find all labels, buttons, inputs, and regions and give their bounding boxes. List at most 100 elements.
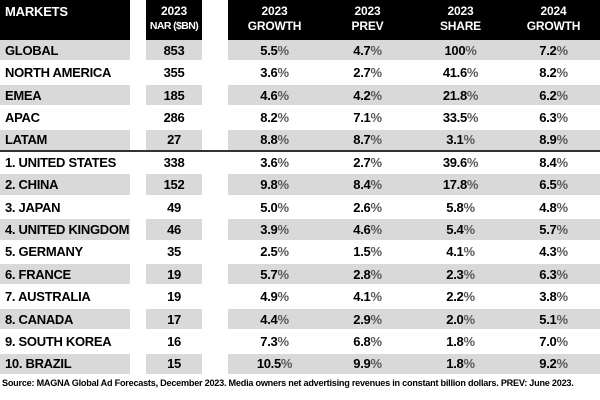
percent-sign: % <box>370 154 382 170</box>
cell-growth-2023: 2.5% <box>260 244 289 260</box>
cell-growth-2023: 7.3% <box>260 333 289 349</box>
cell-share-2023: 39.6% <box>442 154 479 170</box>
cell-share-2023: 21.8% <box>442 87 479 103</box>
cell-market: 7. AUSTRALIA <box>0 286 130 307</box>
table-header-row: MARKETS 2023 NAR ($BN) 2023 GROWTH 2023 … <box>0 0 600 40</box>
table-row: GLOBAL 853 5.5% 4.7% 100% 7.2% <box>0 40 600 63</box>
percent-sign: % <box>556 333 568 349</box>
cell-market: 3. JAPAN <box>0 196 130 218</box>
percent-sign: % <box>277 244 289 260</box>
cell-growth-2023: 4.4% <box>260 311 289 327</box>
column-gap <box>202 196 228 218</box>
table-row: 5. GERMANY 35 2.5% 1.5% 4.1% 4.3% <box>0 241 600 265</box>
cell-prev-2023: 2.7% <box>353 65 382 81</box>
percent-sign: % <box>370 132 382 148</box>
percent-sign: % <box>463 356 475 372</box>
cell-growth-2023: 8.8% <box>260 132 289 148</box>
cell-prev-2023: 4.6% <box>353 221 382 237</box>
cell-growth-2024: 4.8% <box>539 199 568 215</box>
table-row: 8. CANADA 17 4.4% 2.9% 2.0% 5.1% <box>0 308 600 332</box>
column-gap <box>202 286 228 307</box>
cell-market: EMEA <box>0 84 130 106</box>
percent-sign: % <box>370 221 382 237</box>
percent-sign: % <box>466 87 479 103</box>
cell-growth-2024: 8.2% <box>539 65 568 81</box>
percent-sign: % <box>370 199 382 215</box>
column-header-label: NAR ($BN) <box>149 20 199 32</box>
cell-growth-2024: 4.3% <box>539 244 568 260</box>
cell-nar: 16 <box>146 331 202 352</box>
percent-sign: % <box>463 199 475 215</box>
percent-sign: % <box>466 154 479 170</box>
percent-sign: % <box>280 356 293 372</box>
column-header-label: 2024 <box>540 4 567 18</box>
cell-share-2023: 2.2% <box>446 289 475 305</box>
table-row: EMEA 185 4.6% 4.2% 21.8% 6.2% <box>0 84 600 108</box>
table-row: 9. SOUTH KOREA 16 7.3% 6.8% 1.8% 7.0% <box>0 331 600 354</box>
cell-nar: 49 <box>146 196 202 218</box>
percent-sign: % <box>463 221 475 237</box>
column-gap <box>130 40 146 61</box>
cell-share-2023: 33.5% <box>442 109 479 125</box>
cell-market: 5. GERMANY <box>0 241 130 263</box>
table-row: APAC 286 8.2% 7.1% 33.5% 6.3% <box>0 107 600 130</box>
metrics-group: 5.5% 4.7% 100% 7.2% <box>228 40 600 61</box>
percent-sign: % <box>277 42 289 58</box>
column-header-label: GROWTH <box>247 19 302 33</box>
cell-nar: 152 <box>146 174 202 195</box>
cell-growth-2023: 9.8% <box>260 177 289 193</box>
table-row: 2. CHINA 152 9.8% 8.4% 17.8% 6.5% <box>0 174 600 197</box>
cell-share-2023: 5.8% <box>446 199 475 215</box>
percent-sign: % <box>556 199 568 215</box>
column-header-label: PREV <box>351 19 384 33</box>
cell-market: 6. FRANCE <box>0 264 130 285</box>
cell-growth-2024: 5.1% <box>539 311 568 327</box>
cell-prev-2023: 2.9% <box>353 311 382 327</box>
percent-sign: % <box>277 221 289 237</box>
column-gap <box>130 353 146 375</box>
percent-sign: % <box>556 42 568 58</box>
column-header-label: 2023 <box>161 4 187 18</box>
cell-prev-2023: 4.7% <box>353 42 382 58</box>
cell-prev-2023: 2.6% <box>353 199 382 215</box>
cell-growth-2023: 5.5% <box>260 42 289 58</box>
cell-market: 4. UNITED KINGDOM <box>0 219 130 240</box>
cell-prev-2023: 9.9% <box>353 356 382 372</box>
column-gap <box>202 84 228 106</box>
cell-prev-2023: 4.2% <box>353 87 382 103</box>
percent-sign: % <box>370 42 382 58</box>
column-gap <box>130 174 146 195</box>
percent-sign: % <box>466 65 479 81</box>
column-header-label: 2023 <box>447 4 474 18</box>
column-header-prev-2023: 2023 PREV <box>321 0 414 40</box>
column-gap <box>202 219 228 240</box>
cell-growth-2024: 6.5% <box>539 177 568 193</box>
table-footer: Source: MAGNA Global Ad Forecasts, Decem… <box>0 374 600 400</box>
percent-sign: % <box>370 266 382 282</box>
cell-market: LATAM <box>0 129 130 151</box>
percent-sign: % <box>556 154 568 170</box>
percent-sign: % <box>556 177 568 193</box>
table-row: LATAM 27 8.8% 8.7% 3.1% 8.9% <box>0 129 600 153</box>
cell-prev-2023: 2.8% <box>353 266 382 282</box>
column-header-label: GROWTH <box>526 19 581 33</box>
cell-market: APAC <box>0 107 130 128</box>
percent-sign: % <box>556 266 568 282</box>
cell-share-2023: 4.1% <box>446 244 475 260</box>
cell-prev-2023: 4.1% <box>353 289 382 305</box>
cell-growth-2023: 4.6% <box>260 87 289 103</box>
column-gap <box>130 308 146 330</box>
cell-share-2023: 41.6% <box>442 65 479 81</box>
percent-sign: % <box>370 356 382 372</box>
cell-market: GLOBAL <box>0 40 130 61</box>
cell-market: 2. CHINA <box>0 174 130 195</box>
cell-nar: 19 <box>146 264 202 285</box>
cell-growth-2024: 9.2% <box>539 356 568 372</box>
percent-sign: % <box>277 109 289 125</box>
column-header-share-2023: 2023 SHARE <box>414 0 507 40</box>
metrics-group: 5.0% 2.6% 5.8% 4.8% <box>228 196 600 218</box>
cell-nar: 338 <box>146 152 202 173</box>
column-header-markets: MARKETS <box>0 0 130 40</box>
cell-nar: 27 <box>146 129 202 151</box>
